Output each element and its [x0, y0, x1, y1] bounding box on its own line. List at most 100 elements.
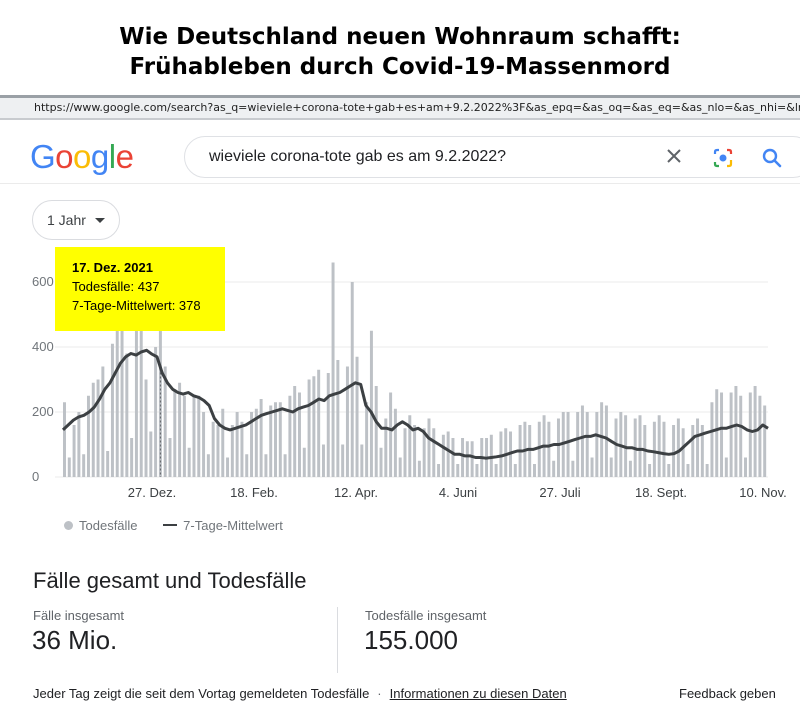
chart-y-axis: 600 400 200 0 [32, 274, 54, 484]
camera-icon[interactable] [711, 146, 735, 170]
bar [691, 425, 695, 477]
bar [298, 392, 301, 477]
bar [513, 464, 517, 477]
bar [489, 434, 493, 477]
x-tick-label: 18. Sept. [635, 485, 687, 500]
bar [221, 408, 225, 477]
bar [72, 425, 76, 477]
bar [192, 395, 196, 477]
search-box[interactable]: wieviele corona-tote gab es am 9.2.2022? [184, 136, 800, 178]
bar [590, 457, 594, 477]
chart-x-axis: 27. Dez. 18. Feb. 12. Apr. 4. Juni 27. Juli 1… [128, 485, 787, 500]
deaths-label: Todesfälle insgesamt [365, 608, 487, 623]
data-footer: Jeder Tag zeigt die seit dem Vortag geme… [33, 686, 567, 701]
period-dropdown[interactable]: 1 Jahr [32, 200, 120, 240]
bar [110, 343, 114, 477]
bar [341, 444, 345, 477]
bar [662, 421, 666, 477]
bar [600, 402, 604, 477]
legend-deaths: Todesfälle [79, 518, 138, 533]
bar [427, 418, 431, 477]
bar [729, 392, 733, 477]
bar [403, 428, 407, 477]
bar [398, 457, 402, 477]
address-bar[interactable]: https://www.google.com/search?as_q=wievi… [0, 95, 800, 120]
bar [374, 386, 378, 477]
bar [163, 366, 167, 477]
bar [422, 428, 426, 477]
bar [744, 457, 747, 477]
search-input[interactable]: wieviele corona-tote gab es am 9.2.2022? [209, 148, 507, 165]
bar [595, 412, 599, 477]
bar [748, 392, 752, 477]
deaths-chart[interactable]: 600 400 200 0 27. Dez. 18. Feb. 12. Apr. 4. Ju… [0, 240, 800, 510]
bar [202, 412, 206, 477]
bar [696, 418, 700, 477]
y-tick-label: 0 [32, 469, 39, 484]
bar [168, 438, 172, 477]
bar [278, 402, 282, 477]
bar [720, 392, 724, 477]
legend-average: 7-Tage-Mittelwert [183, 518, 283, 533]
logo-letter: l [108, 138, 116, 175]
search-icon[interactable] [759, 145, 785, 171]
bar [715, 389, 719, 477]
bar [710, 402, 714, 477]
bar [230, 425, 234, 477]
bar [379, 447, 383, 477]
bar [393, 408, 397, 477]
bar [302, 447, 306, 477]
info-link[interactable]: Informationen zu diesen Daten [389, 686, 567, 701]
bar [77, 412, 81, 477]
bar [139, 288, 143, 477]
bar [106, 451, 110, 477]
y-tick-label: 400 [32, 339, 54, 354]
bar [259, 399, 263, 477]
average-line [61, 348, 769, 460]
bar [585, 412, 589, 477]
bar [240, 421, 244, 477]
bar [384, 418, 388, 477]
footer-separator: · [377, 686, 382, 701]
bar [763, 405, 767, 477]
bar [576, 412, 580, 477]
bar [67, 457, 71, 477]
google-logo[interactable]: Google [30, 138, 134, 175]
bar [475, 464, 479, 477]
bar [408, 415, 412, 477]
bar [269, 405, 273, 477]
bar [154, 347, 158, 477]
headline-line-1: Wie Deutschland neuen Wohnraum schafft: [119, 24, 681, 50]
x-tick-label: 12. Apr. [334, 485, 378, 500]
cases-value: 36 Mio. [32, 625, 118, 655]
logo-letter: G [30, 138, 56, 175]
address-bar-border [0, 95, 800, 98]
bar [739, 395, 743, 477]
chevron-down-icon [95, 218, 105, 223]
bar [101, 366, 105, 477]
summary-title: Fälle gesamt und Todesfälle [33, 568, 307, 593]
bar [369, 330, 373, 477]
bar [724, 457, 728, 477]
bar [432, 428, 436, 477]
bar [504, 428, 508, 477]
clear-icon[interactable] [661, 143, 687, 169]
bar [657, 415, 661, 477]
bar [307, 379, 311, 477]
bar [628, 460, 632, 477]
chart-tooltip: 17. Dez. 2021 Todesfälle: 437 7-Tage-Mit… [55, 247, 225, 331]
bar [533, 464, 536, 477]
feedback-link[interactable]: Feedback geben [679, 686, 776, 701]
bar [676, 418, 680, 477]
bar [638, 415, 642, 477]
bar [288, 395, 292, 477]
bar [686, 464, 690, 477]
x-tick-label: 27. Juli [539, 485, 580, 500]
bar [672, 425, 676, 477]
bar [91, 382, 95, 477]
address-url[interactable]: https://www.google.com/search?as_q=wievi… [34, 101, 800, 114]
logo-letter: o [55, 138, 74, 175]
headline-line-2: Frühableben durch Covid-19-Massenmord [129, 54, 671, 80]
legend-dot-icon [64, 521, 73, 530]
bar [566, 412, 570, 477]
